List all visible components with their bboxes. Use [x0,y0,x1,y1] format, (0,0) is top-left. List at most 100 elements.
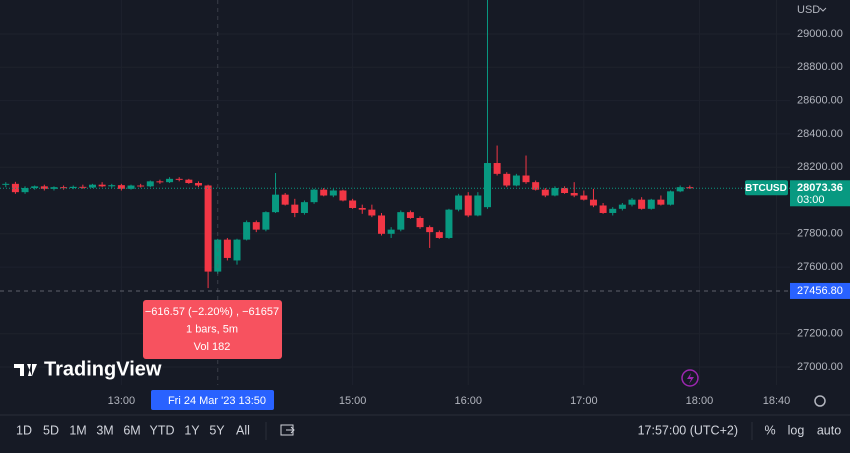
candle-body [455,195,463,210]
candle-body [493,163,501,174]
candle-body [329,190,337,196]
candle-body [291,204,299,213]
candle-body [358,207,366,210]
candle-body [589,199,597,206]
candle-body [214,239,222,272]
date-range-icon[interactable] [280,424,295,436]
y-tick-label: 29000.00 [797,28,843,40]
y-tick-label: 27000.00 [797,361,843,373]
x-tick-label: 13:00 [108,395,136,407]
scale-button[interactable]: log [788,423,805,437]
candle-body [117,185,125,189]
candle-body [21,188,29,193]
lightning-button[interactable] [681,369,699,387]
y-tick-label: 28800.00 [797,61,843,73]
settings[interactable] [814,395,826,407]
logo: TradingView [14,358,162,380]
candle-body [512,175,520,186]
candle-body [185,179,193,184]
candle-body [108,185,116,187]
candle-body [570,192,578,196]
candle-body [618,204,626,209]
candle-body [281,194,289,205]
x-tick-label: 18:40 [763,395,791,407]
candle-body [561,188,569,193]
last-price-badge [790,180,850,207]
candle-body [638,199,646,209]
candle-body [445,209,453,238]
candle-body [252,222,260,230]
candle-body [609,208,617,213]
y-tick-label: 28200.00 [797,161,843,173]
timeframe-button[interactable]: 1M [69,423,86,437]
candle-body [98,184,106,187]
y-tick-label: 27800.00 [797,228,843,240]
candle-body [532,182,540,190]
candle-body [667,191,675,205]
crosshair-price: 27456.80 [797,285,843,297]
candle-body [503,173,511,186]
candle-body [435,232,443,238]
countdown: 03:00 [797,194,825,206]
candle-body [272,194,280,213]
timeframe-button[interactable]: 1Y [184,423,200,437]
candle-body [580,195,588,200]
candle-body [686,187,694,189]
candle-body [349,200,357,208]
candle-body [127,185,135,189]
timeframe-button[interactable]: 1D [16,423,32,437]
candle-body [647,199,655,209]
scale-button[interactable]: auto [817,423,841,437]
candle-body [628,199,636,205]
timeframe-button[interactable]: 3M [96,423,113,437]
currency-caret [819,7,827,12]
candle-body [146,181,154,187]
logo-text: TradingView [44,358,162,380]
candle-body [541,189,549,196]
candle-body [551,188,559,196]
candle-body [368,209,376,216]
x-tick-label: 18:00 [686,395,714,407]
candle-body [243,222,251,240]
currency[interactable]: USD [797,4,820,16]
candle-body [676,187,684,192]
candle-body [378,215,386,234]
candle-body [88,184,96,188]
candle-body [166,178,174,183]
tooltip-line: −616.57 (−2.20%) , −61657 [145,306,279,318]
candle-body [474,195,482,216]
candle-body [339,190,347,201]
candle-body [320,189,328,196]
candle-body [50,187,58,189]
timeframe-button[interactable]: YTD [150,423,175,437]
timeframe-button[interactable]: 5Y [209,423,225,437]
x-tick-label: 16:00 [454,395,482,407]
crosshair-time-badge [151,390,274,410]
candle-body [657,199,665,205]
candle-body [406,212,414,218]
candle-body [2,183,10,185]
candle-body [175,178,183,180]
timeframe-button[interactable]: 5D [43,423,59,437]
crosshair-time: Fri 24 Mar '23 13:50 [168,395,266,407]
y-tick-label: 28400.00 [797,128,843,140]
candle-body [426,227,434,233]
candle-body [599,205,607,213]
y-tick-label: 28600.00 [797,94,843,106]
candle-body [223,239,231,258]
clock: 17:57:00 (UTC+2) [638,423,738,437]
timeframe-button[interactable]: 6M [123,423,140,437]
y-tick-label: 27600.00 [797,261,843,273]
measure-tooltip [143,300,282,359]
candle-body [40,186,48,189]
candle-body [69,186,77,189]
candle-body [464,195,472,216]
timeframe-button[interactable]: All [236,423,250,437]
y-tick-label: 27200.00 [797,328,843,340]
scale-button[interactable]: % [764,423,775,437]
candle-body [522,175,530,183]
candle-body [387,229,395,234]
